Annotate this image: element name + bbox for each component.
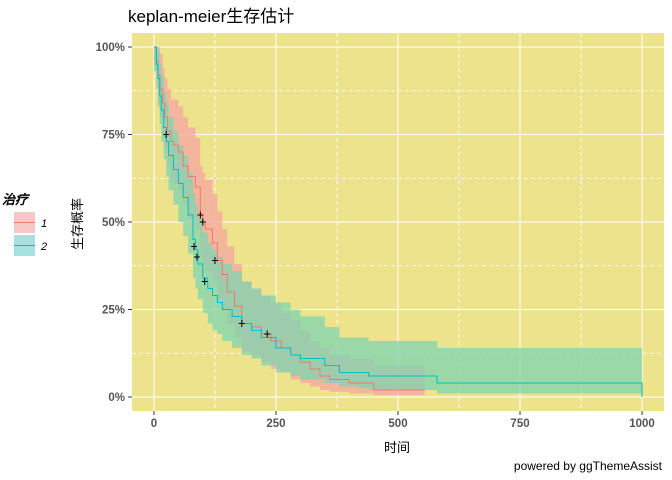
survival-curves [154, 46, 643, 397]
legend-key-1 [14, 212, 35, 233]
censor-marks [163, 131, 271, 338]
censor-mark [193, 253, 200, 261]
y-axis-title: 生存概率 [70, 198, 86, 250]
confidence-band-2 [154, 47, 642, 394]
censor-mark [238, 320, 245, 327]
y-tick-label: 50% [102, 217, 125, 229]
caption: powered by ggThemeAssist [514, 459, 663, 473]
y-tick-label: 100% [96, 42, 125, 54]
survival-curve-2 [154, 46, 643, 397]
x-axis-title: 时间 [384, 441, 410, 456]
x-tick-label: 0 [151, 418, 157, 430]
x-tick-label: 250 [266, 418, 285, 430]
chart-title: keplan-meier生存估计 [128, 7, 294, 26]
censor-mark [199, 218, 206, 226]
censor-mark [190, 243, 197, 250]
confidence-bands [154, 47, 642, 396]
legend-title: 治疗 [2, 192, 31, 208]
legend-label-1: 1 [41, 218, 47, 230]
censor-mark [163, 131, 170, 138]
legend: 治疗 1 2 [2, 192, 47, 256]
y-tick-label: 0% [108, 392, 125, 404]
censor-mark [211, 257, 218, 264]
legend-label-2: 2 [40, 241, 47, 253]
y-tick-label: 75% [102, 130, 125, 142]
censor-mark [264, 330, 271, 338]
x-axis-ticks: 0 250 500 750 1000 [151, 411, 655, 430]
y-tick-label: 25% [102, 305, 125, 317]
survival-curve-1 [154, 46, 425, 391]
x-tick-label: 500 [388, 418, 407, 430]
legend-key-2 [14, 235, 35, 256]
censor-mark [201, 278, 208, 285]
y-axis-ticks: 0% 25% 50% 75% 100% [96, 42, 132, 404]
x-tick-label: 1000 [629, 418, 655, 430]
x-tick-label: 750 [510, 418, 529, 430]
censor-mark [197, 211, 204, 219]
